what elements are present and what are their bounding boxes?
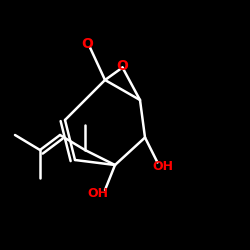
Text: O: O bbox=[82, 37, 94, 51]
Text: OH: OH bbox=[152, 160, 173, 173]
Text: O: O bbox=[116, 59, 128, 73]
Text: OH: OH bbox=[87, 187, 108, 200]
